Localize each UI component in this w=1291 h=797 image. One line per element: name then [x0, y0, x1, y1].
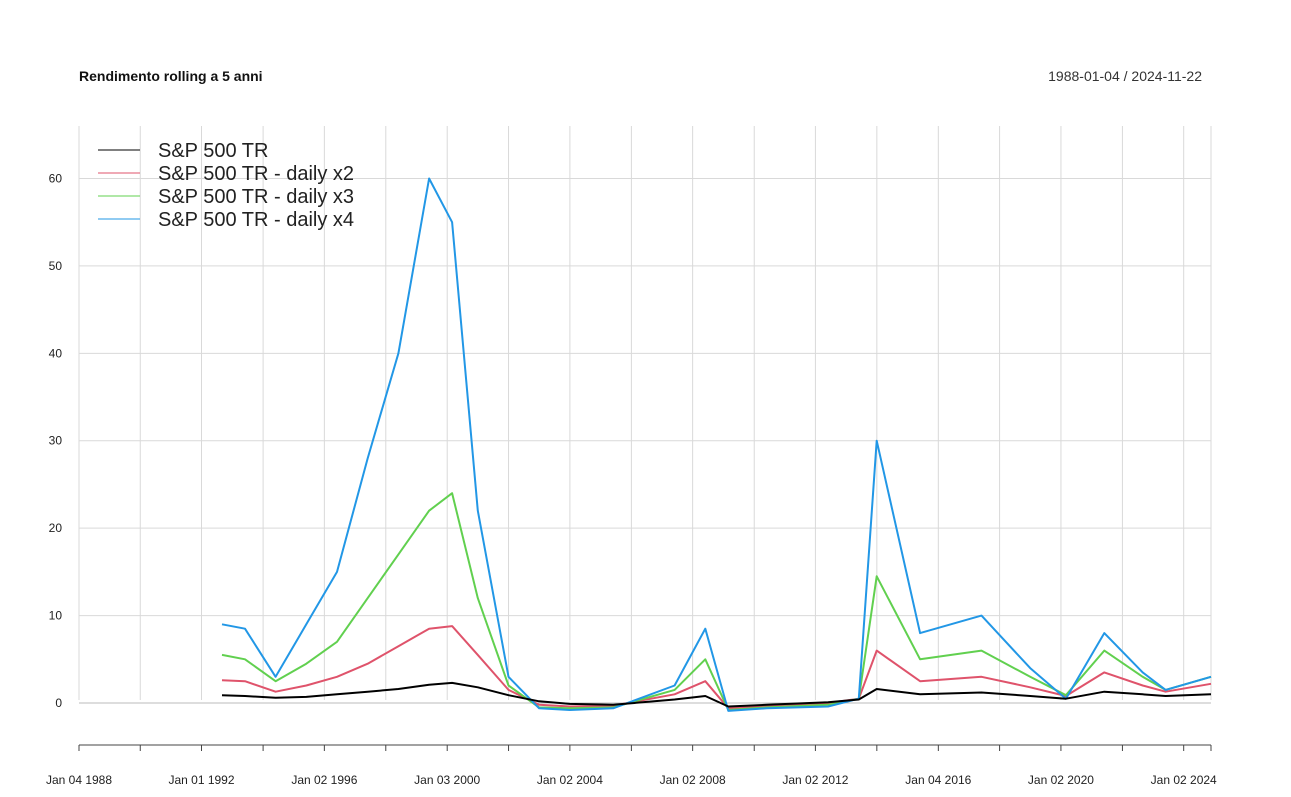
legend: S&P 500 TRS&P 500 TR - daily x2S&P 500 T…	[98, 140, 354, 231]
x-tick-label: Jan 02 2020	[1028, 773, 1094, 787]
y-tick-label: 20	[49, 521, 63, 535]
y-tick-label: 0	[55, 696, 62, 710]
legend-label: S&P 500 TR - daily x2	[158, 163, 354, 185]
series-line-1	[221, 681, 1212, 708]
series-line-2	[221, 625, 1212, 710]
legend-label: S&P 500 TR	[158, 140, 268, 162]
legend-label: S&P 500 TR - daily x3	[158, 186, 354, 208]
x-tick-label: Jan 02 2008	[660, 773, 726, 787]
y-tick-label: 40	[49, 346, 63, 360]
y-tick-label: 30	[49, 434, 63, 448]
y-tick-label: 10	[49, 609, 63, 623]
grid-lines	[78, 126, 1212, 704]
x-tick-label: Jan 03 2000	[414, 773, 480, 787]
chart-title: Rendimento rolling a 5 anni	[79, 68, 263, 84]
x-tick-label: Jan 01 1992	[168, 773, 234, 787]
series-line-3	[221, 492, 1212, 711]
legend-label: S&P 500 TR - daily x4	[158, 209, 354, 231]
y-tick-label: 60	[49, 171, 63, 185]
x-axis: Jan 04 1988 Jan 01 1992 Jan 02 1996 Jan 03 …	[46, 744, 1217, 787]
series-lines	[221, 177, 1212, 712]
x-tick-label: Jan 02 2004	[537, 773, 603, 787]
y-axis: 0 10 20 30 40 50 60	[49, 171, 63, 710]
x-tick-label: Jan 04 1988	[46, 773, 112, 787]
date-range-label: 1988-01-04 / 2024-11-22	[1048, 68, 1202, 84]
x-tick-label: Jan 02 2012	[782, 773, 848, 787]
x-tick-label: Jan 04 2016	[905, 773, 971, 787]
x-tick-label: Jan 02 1996	[291, 773, 357, 787]
x-tick-label: Jan 02 2024	[1151, 773, 1217, 787]
y-tick-label: 50	[49, 259, 63, 273]
series-line-4	[221, 177, 1212, 712]
